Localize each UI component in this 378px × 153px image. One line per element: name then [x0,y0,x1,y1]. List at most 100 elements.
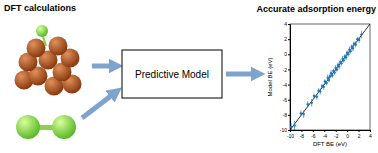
data-point [336,68,338,70]
x-tick: -8 [300,130,305,139]
x-tick: 2 [358,130,361,139]
data-point [355,43,357,45]
y-axis: -10 -8 -6 -4 -2 0 2 4 [280,21,291,133]
y-tick-label: 4 [284,21,287,27]
data-point [300,112,302,114]
molecule-atom [52,115,76,139]
x-axis: -10 -8 -6 -4 -2 0 2 4 [287,130,372,139]
y-tick: 2 [284,36,290,42]
metal-cluster [15,25,82,96]
data-point [327,77,329,79]
data-point [343,59,345,61]
error-bar [311,99,312,107]
y-tick-mark [288,24,290,25]
data-point [307,103,309,105]
data-point [352,47,354,49]
y-tick: 0 [284,51,290,57]
y-tick-label: 2 [284,36,287,42]
error-bar [330,74,331,79]
error-bar [291,123,292,130]
error-bar [361,31,362,39]
error-bar [355,41,356,47]
error-bar [320,88,321,94]
molecule [16,115,76,139]
error-bar [323,84,324,90]
x-tick: -2 [334,130,339,139]
data-point [325,82,327,84]
error-bar [316,94,317,100]
arrow [226,72,258,77]
model-box [122,50,222,98]
y-axis-title: Model BE (eV) [267,57,273,96]
plot-area [290,24,370,130]
chart-title: Accurate adsorption energy [256,4,376,14]
x-tick-label: -10 [287,133,294,139]
parity-line [290,24,370,130]
data-point [349,50,351,52]
y-tick: -10 [280,127,290,133]
data-point [328,79,330,81]
x-tick: -4 [323,130,328,139]
y-tick-mark [288,130,290,131]
x-tick-label: 0 [346,133,349,139]
data-point [333,71,335,73]
x-tick-label: 4 [369,133,372,139]
y-tick-label: -8 [283,112,288,118]
data-point [330,72,332,74]
y-tick-label: -4 [283,82,288,88]
data-point [347,53,349,55]
model-label: Predictive Model [135,69,209,80]
error-bar [359,37,360,43]
data-point [290,126,292,128]
error-bar [326,81,327,86]
metal-atom [27,39,46,58]
x-tick-label: -2 [334,133,339,139]
data-point [313,95,315,97]
arrow [92,64,116,69]
data-point [345,56,347,58]
data-point [303,113,305,115]
error-bar [354,41,355,46]
error-bar [300,110,301,116]
x-tick-label: -4 [323,133,328,139]
y-tick-mark [288,39,290,40]
y-tick: -2 [283,67,290,73]
data-point [311,102,313,104]
x-axis-title: DFT BE (eV) [313,141,347,147]
arrow [82,92,116,118]
y-tick-label: -2 [283,67,288,73]
x-tick-label: -6 [311,133,316,139]
error-bar [318,88,319,93]
data-point [360,33,362,35]
error-bar [324,79,325,84]
left-label: DFT calculations [4,3,76,13]
y-tick-label: -6 [283,97,288,103]
y-tick-mark [288,100,290,101]
data-point [293,124,295,126]
adsorbate-atom [36,25,48,37]
data-point [358,39,360,41]
error-bar [294,121,295,130]
y-axis-line [288,25,291,131]
error-bar [357,37,358,42]
error-bar [346,54,347,60]
data-point [319,90,321,92]
x-tick: 0 [346,130,349,139]
y-tick-mark [288,115,290,116]
data-point [331,74,333,76]
x-tick: -6 [311,130,316,139]
data-point [329,75,331,77]
y-tick: -6 [283,97,290,103]
error-bar [307,101,308,107]
molecule-atom [16,115,40,139]
x-tick-label: 2 [358,133,361,139]
data-point [316,95,318,97]
x-tick: -10 [287,130,294,139]
y-tick-label: -10 [280,127,287,133]
y-tick-mark [288,69,290,70]
error-bar [314,94,315,99]
y-tick: -8 [283,112,290,118]
graphical-abstract: DFT calculations Predictive Model Accurate… [0,0,378,153]
y-tick: 4 [284,21,290,27]
y-tick: -4 [283,82,290,88]
